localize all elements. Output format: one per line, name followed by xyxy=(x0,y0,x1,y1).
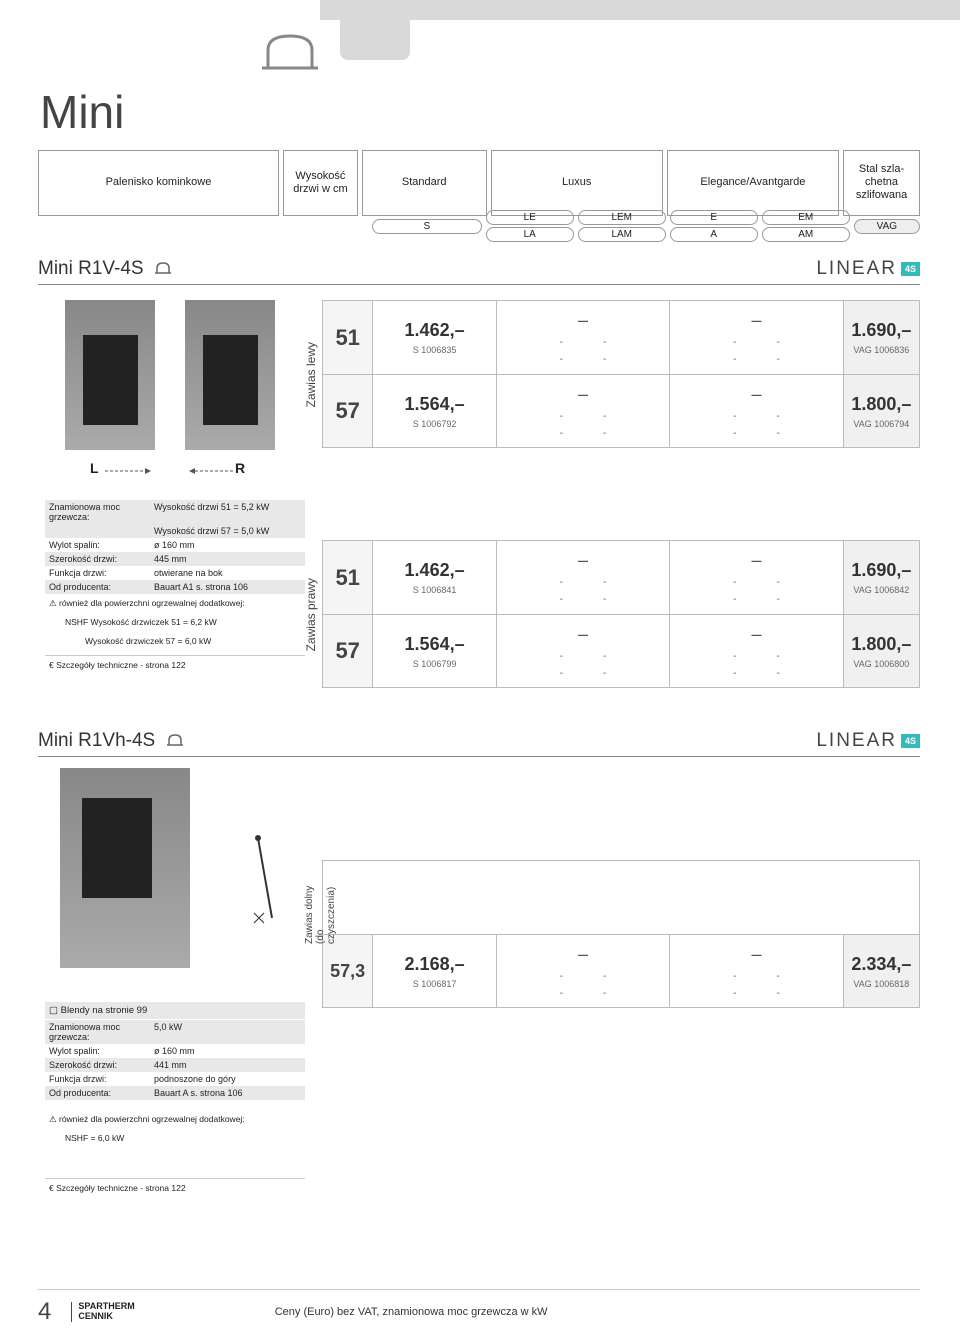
fireplace-icon xyxy=(60,768,190,968)
pill-lem: LEM xyxy=(578,210,666,225)
pill-e: E xyxy=(670,210,758,225)
arch-mini-icon xyxy=(167,730,183,752)
blendy-row: Blendy na stronie 99 xyxy=(45,1002,305,1019)
header-steel: Stal szla-chetna szlifowana xyxy=(843,150,920,216)
subhead-row: S LE LA LEM LAM E A EM AM VAG xyxy=(372,210,920,242)
pill-lam: LAM xyxy=(578,227,666,242)
header-luxus: Luxus xyxy=(491,150,663,216)
spec-block-1: Znamionowa moc grzewcza:Wysokość drzwi 5… xyxy=(45,500,305,675)
footer-text: Ceny (Euro) bez VAT, znamionowa moc grze… xyxy=(275,1306,548,1318)
price-cell: 1.564,– S 1006792 xyxy=(373,375,496,447)
price-grid-right: Zawias prawy 51 1.462,– S 1006841 – -- -… xyxy=(322,540,920,688)
linear-label: LINEAR xyxy=(816,730,897,752)
brand-block: SPARTHERM CENNIK xyxy=(71,1302,134,1322)
luxus-cell: – -- -- xyxy=(497,301,670,374)
elegance-cell: – -- -- xyxy=(670,615,843,687)
price-row: 57 1.564,– S 1006799 – -- -- – -- -- 1.8… xyxy=(322,614,920,688)
size-cell: 57 xyxy=(323,375,373,447)
price-cell: 1.462,– S 1006835 xyxy=(373,301,496,374)
size-cell: 51 xyxy=(323,541,373,614)
elegance-cell: – -- -- xyxy=(670,301,843,374)
vag-cell: 2.334,– VAG 1006818 xyxy=(844,935,919,1007)
price-grid-bottom: Zawias dolny (do czyszczenia) 57,3 2.168… xyxy=(322,860,920,1008)
header-elegance: Elegance/Avantgarde xyxy=(667,150,839,216)
page-number: 4 xyxy=(38,1298,51,1326)
size-cell: 57 xyxy=(323,615,373,687)
pill-em: EM xyxy=(762,210,850,225)
poker-icon xyxy=(250,828,280,928)
section2-name: Mini R1Vh-4S xyxy=(38,730,155,751)
badge-4s: 4S xyxy=(901,262,920,276)
price-row: 51 1.462,– S 1006841 – -- -- – -- -- 1.6… xyxy=(322,540,920,614)
price-grid-left: Zawias lewy 51 1.462,– S 1006835 – -- --… xyxy=(322,300,920,448)
hinge-bottom-label: Zawias dolny (do czyszczenia) xyxy=(304,870,337,944)
product-image-1: L R xyxy=(45,290,305,480)
price-row: 57 1.564,– S 1006792 – -- -- – -- -- 1.8… xyxy=(322,374,920,448)
header-height: Wysokość drzwi w cm xyxy=(283,150,358,216)
header-standard: Standard xyxy=(362,150,487,216)
price-cell: 2.168,– S 1006817 xyxy=(373,935,496,1007)
page-footer: 4 SPARTHERM CENNIK Ceny (Euro) bez VAT, … xyxy=(38,1289,920,1326)
hinge-right-label: Zawias prawy xyxy=(304,578,318,651)
price-cell: 1.462,– S 1006841 xyxy=(373,541,496,614)
elegance-cell: – -- -- xyxy=(670,541,843,614)
badge-4s: 4S xyxy=(901,734,920,748)
hinge-left-label: Zawias lewy xyxy=(304,342,318,407)
page-title: Mini xyxy=(40,85,124,139)
size-cell: 51 xyxy=(323,301,373,374)
vag-cell: 1.800,– VAG 1006794 xyxy=(844,375,919,447)
section2-heading: Mini R1Vh-4S LINEAR 4S xyxy=(38,730,920,757)
section1-name: Mini R1V-4S xyxy=(38,258,144,279)
size-cell: 57,3 xyxy=(323,935,373,1007)
label-l: L xyxy=(90,460,99,476)
luxus-cell: – -- -- xyxy=(497,615,670,687)
vag-cell: 1.690,– VAG 1006836 xyxy=(844,301,919,374)
fireplace-left-icon xyxy=(65,300,155,450)
product-image-2 xyxy=(60,768,290,988)
linear-label: LINEAR xyxy=(816,258,897,280)
pill-vag: VAG xyxy=(854,219,920,234)
label-r: R xyxy=(235,460,245,476)
lr-arrows-icon xyxy=(105,466,235,476)
price-row: 57,3 2.168,– S 1006817 – -- -- – -- -- 2… xyxy=(322,934,920,1008)
top-gray-bar xyxy=(320,0,960,20)
warning-icon xyxy=(49,598,59,608)
price-cell: 1.564,– S 1006799 xyxy=(373,615,496,687)
arch-icon xyxy=(260,32,320,70)
gray-tab xyxy=(340,20,410,60)
vag-cell: 1.800,– VAG 1006800 xyxy=(844,615,919,687)
elegance-cell: – -- -- xyxy=(670,935,843,1007)
section1-heading: Mini R1V-4S LINEAR 4S xyxy=(38,258,920,285)
warning-icon xyxy=(49,1114,59,1124)
header-row: Palenisko kominkowe Wysokość drzwi w cm … xyxy=(38,150,920,216)
elegance-cell: – -- -- xyxy=(670,375,843,447)
luxus-cell: – -- -- xyxy=(497,375,670,447)
price-row: 51 1.462,– S 1006835 – -- -- – -- -- 1.6… xyxy=(322,300,920,374)
vag-cell: 1.690,– VAG 1006842 xyxy=(844,541,919,614)
pill-le: LE xyxy=(486,210,574,225)
pill-s: S xyxy=(372,219,482,234)
pill-a: A xyxy=(670,227,758,242)
spec-block-2: Blendy na stronie 99 Znamionowa moc grze… xyxy=(45,1002,305,1198)
pill-am: AM xyxy=(762,227,850,242)
pill-la: LA xyxy=(486,227,574,242)
luxus-cell: – -- -- xyxy=(497,541,670,614)
fireplace-right-icon xyxy=(185,300,275,450)
arch-mini-icon xyxy=(155,258,171,280)
header-product: Palenisko kominkowe xyxy=(38,150,279,216)
luxus-cell: – -- -- xyxy=(497,935,670,1007)
